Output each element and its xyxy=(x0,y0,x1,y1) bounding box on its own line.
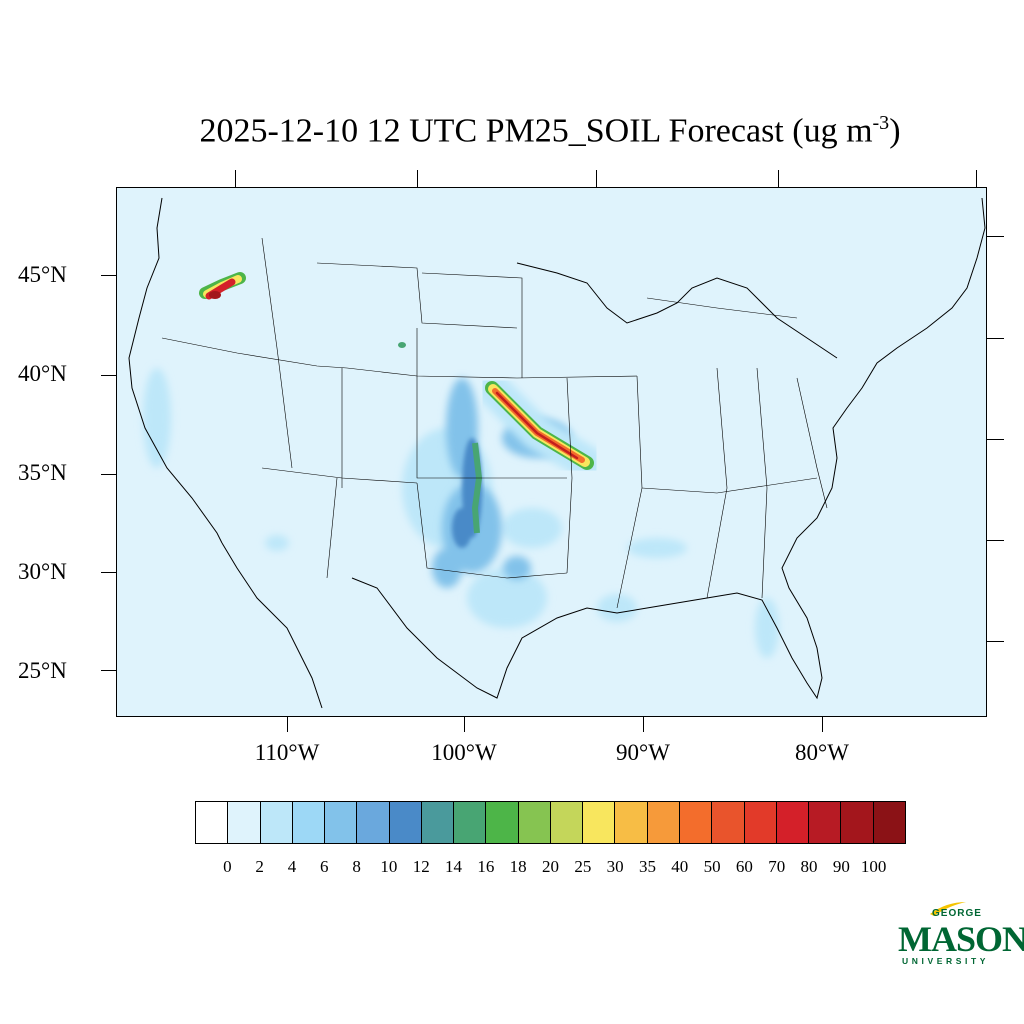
state-borders xyxy=(161,237,828,609)
colorbar-swatch xyxy=(228,802,261,843)
lat-label-25: 25°N xyxy=(18,658,67,683)
colorbar-label: 30 xyxy=(606,857,624,876)
colorbar-label: 6 xyxy=(320,857,329,876)
colorbar-swatch xyxy=(518,802,551,843)
tick-mark xyxy=(417,170,418,187)
map-panel xyxy=(116,187,987,717)
colorbar xyxy=(195,801,906,844)
colorbar-label: 10 xyxy=(380,857,398,876)
plume-central xyxy=(475,371,604,480)
colorbar-label: 80 xyxy=(800,857,818,876)
tick-mark xyxy=(101,670,116,671)
tick-mark xyxy=(464,717,465,732)
tick-mark xyxy=(101,375,116,376)
colorbar-label: 100 xyxy=(860,857,887,876)
tick-mark xyxy=(235,170,236,187)
colorbar-label: 60 xyxy=(735,857,753,876)
colorbar-swatch xyxy=(196,802,229,843)
lon-label-80: 80°W xyxy=(795,740,849,765)
colorbar-label: 35 xyxy=(638,857,656,876)
colorbar-swatch xyxy=(712,802,745,843)
gmu-logo: GEORGE MASON UNIVERSITY xyxy=(898,900,1024,970)
colorbar-swatch xyxy=(873,802,905,843)
colorbar-swatch xyxy=(647,802,680,843)
tick-mark xyxy=(987,641,1004,642)
lon-label-110: 110°W xyxy=(254,740,320,765)
lat-label-35: 35°N xyxy=(18,460,67,485)
colorbar-swatch xyxy=(421,802,455,843)
lat-label-45: 45°N xyxy=(18,262,67,287)
colorbar-swatch xyxy=(389,802,422,843)
tick-mark xyxy=(987,540,1004,541)
lat-label-40: 40°N xyxy=(18,361,67,386)
colorbar-swatch xyxy=(615,802,648,843)
logo-mason: MASON xyxy=(898,919,1024,959)
colorbar-swatch xyxy=(744,802,777,843)
tick-mark xyxy=(643,717,644,732)
lon-label-90: 90°W xyxy=(616,740,670,765)
coastline xyxy=(128,197,986,709)
us-map xyxy=(128,197,986,709)
tick-mark xyxy=(101,275,116,276)
tick-mark xyxy=(987,236,1004,237)
tick-mark xyxy=(101,474,116,475)
colorbar-swatch xyxy=(583,802,616,843)
tick-mark xyxy=(976,170,977,187)
colorbar-label: 18 xyxy=(509,857,527,876)
colorbar-swatch xyxy=(325,802,358,843)
colorbar-label: 16 xyxy=(477,857,495,876)
colorbar-swatch xyxy=(809,802,842,843)
colorbar-swatch xyxy=(841,802,874,843)
tick-mark xyxy=(596,170,597,187)
colorbar-label: 8 xyxy=(352,857,361,876)
colorbar-swatch xyxy=(776,802,810,843)
lat-label-30: 30°N xyxy=(18,559,67,584)
colorbar-label: 70 xyxy=(768,857,786,876)
tick-mark xyxy=(987,439,1004,440)
hotspot xyxy=(398,342,406,348)
colorbar-label: 20 xyxy=(542,857,559,876)
colorbar-label: 2 xyxy=(255,857,264,876)
logo-swoosh-icon xyxy=(930,902,966,916)
colorbar-swatch xyxy=(679,802,713,843)
colorbar-swatch xyxy=(260,802,293,843)
tick-mark xyxy=(778,170,779,187)
tick-mark xyxy=(287,717,288,732)
colorbar-swatch xyxy=(292,802,326,843)
colorbar-label: 50 xyxy=(703,857,721,876)
colorbar-swatch xyxy=(357,802,390,843)
lon-label-100: 100°W xyxy=(431,740,497,765)
map-title: 2025-12-10 12 UTC PM25_SOIL Forecast (ug… xyxy=(199,112,901,150)
colorbar-label: 90 xyxy=(832,857,850,876)
colorbar-swatch xyxy=(486,802,519,843)
colorbar-swatch xyxy=(454,802,487,843)
colorbar-swatch xyxy=(550,802,584,843)
colorbar-label: 25 xyxy=(574,857,592,876)
colorbar-label: 12 xyxy=(412,857,430,876)
logo-university: UNIVERSITY xyxy=(902,956,990,966)
tick-mark xyxy=(822,717,823,732)
colorbar-label: 4 xyxy=(287,857,297,876)
plume-green xyxy=(471,442,483,534)
colorbar-label: 14 xyxy=(445,857,463,876)
plume-northwest xyxy=(199,272,246,300)
logo-george: GEORGE xyxy=(932,908,982,919)
tick-mark xyxy=(101,572,116,573)
colorbar-label: 40 xyxy=(671,857,689,876)
colorbar-label: 0 xyxy=(223,857,232,876)
tick-mark xyxy=(987,338,1004,339)
